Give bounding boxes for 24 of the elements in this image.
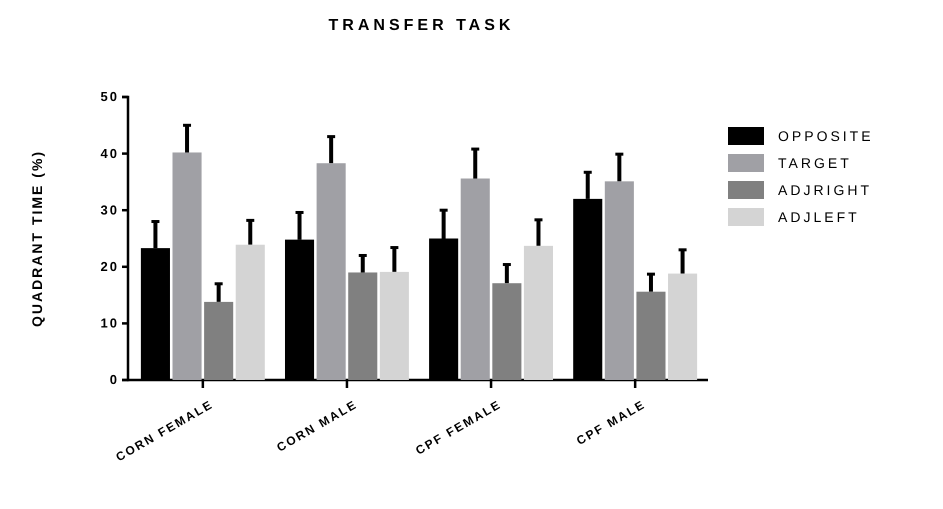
bar	[348, 272, 378, 380]
y-tick-label: 30	[100, 202, 119, 218]
bar	[380, 272, 409, 380]
bar	[492, 283, 522, 380]
y-tick-label: 10	[100, 316, 119, 331]
bar	[172, 152, 202, 380]
legend-label: TARGET	[778, 155, 852, 171]
bar	[316, 163, 346, 380]
bar	[524, 246, 554, 380]
legend-label: OPPOSITE	[778, 128, 874, 144]
y-axis-title: QUADRANT TIME (%)	[29, 150, 45, 328]
y-tick-label: 50	[100, 89, 119, 104]
legend-label: ADJRIGHT	[778, 182, 872, 198]
chart-title: TRANSFER TASK	[328, 17, 514, 34]
bar	[668, 274, 698, 380]
y-tick-label: 40	[100, 146, 119, 161]
bar	[636, 292, 666, 380]
y-tick-label: 20	[100, 258, 119, 274]
bar	[604, 181, 634, 380]
legend-label: ADJLEFT	[778, 209, 860, 225]
bar	[236, 244, 265, 380]
y-tick-label: 0	[110, 372, 119, 388]
bar	[460, 178, 490, 380]
bar	[204, 302, 234, 380]
